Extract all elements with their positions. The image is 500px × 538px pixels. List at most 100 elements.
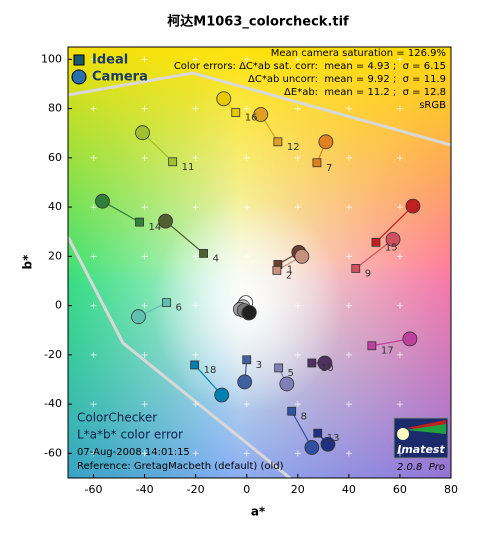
grid-mark xyxy=(90,450,97,457)
grid-mark xyxy=(396,204,403,211)
x-tick-label: 80 xyxy=(444,483,458,496)
stat-line: ΔE*ab: mean = 11.2 ; σ = 12.8 xyxy=(284,87,446,98)
grid-mark xyxy=(90,302,97,309)
grid-mark xyxy=(141,56,148,63)
y-tick-label: 80 xyxy=(48,102,62,115)
grid-mark xyxy=(345,450,352,457)
patch-label: 14 xyxy=(148,222,161,233)
camera-point xyxy=(294,248,310,264)
grid-mark xyxy=(243,204,250,211)
y-tick-label: 20 xyxy=(48,249,62,262)
ideal-point xyxy=(274,363,284,373)
camera-point xyxy=(214,387,230,403)
ideal-point xyxy=(312,158,322,168)
note-line: ColorChecker xyxy=(77,411,157,425)
grid-mark xyxy=(243,105,250,112)
grid-mark xyxy=(396,105,403,112)
camera-point xyxy=(317,355,333,371)
grid-mark xyxy=(396,253,403,260)
grid-mark xyxy=(294,302,301,309)
y-tick-label: -40 xyxy=(44,397,62,410)
camera-point xyxy=(95,193,110,209)
grid-mark xyxy=(294,56,301,63)
grid-mark xyxy=(396,302,403,309)
ideal-point xyxy=(307,358,317,368)
chart-title: 柯达M1063_colorcheck.tif xyxy=(167,14,349,30)
camera-point xyxy=(318,134,334,150)
patch-label: 7 xyxy=(326,163,332,174)
patch-label: 15 xyxy=(385,242,398,253)
grid-mark xyxy=(90,401,97,408)
legend-marker xyxy=(73,54,85,66)
grid-mark xyxy=(345,204,352,211)
x-tick-label: -20 xyxy=(187,483,205,496)
legend-label: Camera xyxy=(92,70,148,85)
camera-point xyxy=(216,91,232,107)
note-line: 07-Aug-2008 14:01:15 xyxy=(77,447,190,458)
error-line xyxy=(355,238,394,269)
grid-mark xyxy=(192,105,199,112)
grid-mark xyxy=(345,253,352,260)
x-tick-label: -40 xyxy=(136,483,154,496)
y-tick-label: -20 xyxy=(44,348,62,361)
y-tick-label: 0 xyxy=(55,299,62,312)
patch-label: 2 xyxy=(286,270,292,281)
x-tick-label: 0 xyxy=(243,483,250,496)
patch-label: 3 xyxy=(256,360,262,371)
ideal-point xyxy=(313,428,323,438)
grid-mark xyxy=(345,56,352,63)
grid-mark xyxy=(294,105,301,112)
grid-mark xyxy=(90,204,97,211)
ideal-point xyxy=(231,108,241,117)
grid-mark xyxy=(192,204,199,211)
camera-point xyxy=(241,305,257,320)
grid-mark xyxy=(294,401,301,408)
patch-label: 12 xyxy=(287,142,300,153)
ideal-point xyxy=(135,217,144,227)
ideal-point xyxy=(242,355,252,365)
grid-mark xyxy=(192,253,199,260)
camera-point xyxy=(304,440,320,455)
camera-point xyxy=(131,309,146,325)
error-line xyxy=(375,205,414,243)
ideal-point xyxy=(199,248,208,258)
patch-label: 4 xyxy=(213,253,219,264)
ideal-point xyxy=(287,406,297,416)
patch-label: 6 xyxy=(176,303,182,314)
ideal-point xyxy=(351,264,361,273)
x-tick-label: 40 xyxy=(342,483,356,496)
stat-line: sRGB xyxy=(419,100,446,111)
grid-mark xyxy=(345,105,352,112)
grid-mark xyxy=(243,56,250,63)
grid-mark xyxy=(396,351,403,358)
camera-point xyxy=(158,213,173,229)
camera-point xyxy=(135,125,150,141)
grid-mark xyxy=(396,56,403,63)
ideal-point xyxy=(168,157,178,167)
camera-point xyxy=(279,376,295,392)
grid-mark xyxy=(192,154,199,161)
grid-mark xyxy=(192,401,199,408)
ideal-point xyxy=(371,237,381,247)
camera-point xyxy=(402,331,418,347)
x-tick-label: 60 xyxy=(393,483,407,496)
camera-point xyxy=(253,107,269,122)
x-axis-label: a* xyxy=(251,505,266,519)
grid-mark xyxy=(90,56,97,63)
legend-label: Ideal xyxy=(92,53,128,68)
ideal-point xyxy=(190,360,200,370)
grid-mark xyxy=(345,302,352,309)
camera-point xyxy=(320,436,336,452)
grid-mark xyxy=(345,154,352,161)
grid-mark xyxy=(192,351,199,358)
grid-mark xyxy=(396,154,403,161)
grid-mark xyxy=(90,105,97,112)
grid-mark xyxy=(243,450,250,457)
legend-marker xyxy=(71,69,87,85)
grid-mark xyxy=(243,154,250,161)
patch-label: 5 xyxy=(288,368,294,379)
patch-label: 13 xyxy=(327,433,340,444)
patch-label: 1 xyxy=(287,264,293,275)
grid-mark xyxy=(141,204,148,211)
